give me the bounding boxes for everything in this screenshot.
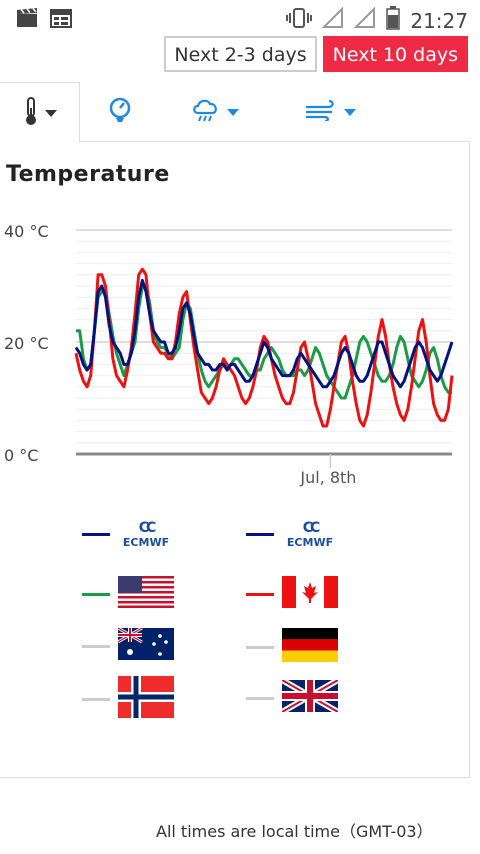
- temperature-chart: [74, 229, 454, 468]
- tab-temperature[interactable]: [0, 82, 80, 143]
- next-10-days-button[interactable]: Next 10 days: [322, 36, 468, 72]
- legend-uk[interactable]: [246, 677, 340, 717]
- uk-flag-icon: [280, 677, 340, 717]
- legend-line: [246, 646, 274, 649]
- chart-series: [74, 267, 454, 428]
- tab-wind[interactable]: [280, 82, 380, 142]
- battery-icon: [386, 6, 401, 35]
- gauge-icon: [108, 97, 132, 128]
- parameter-tabs: [0, 82, 470, 143]
- y-tick-label: 20 °C: [4, 334, 49, 353]
- wind-icon: [304, 99, 338, 126]
- legend-germany[interactable]: [246, 628, 338, 667]
- series-line-2: [74, 278, 454, 389]
- legend-line: [82, 593, 110, 596]
- ecmwf-logo-icon: CC ECMWF: [286, 520, 334, 549]
- forecast-panel: Temperature 40 °C 20 °C 0 °C Jul, 8th CC…: [0, 142, 470, 778]
- y-tick-label: 40 °C: [4, 222, 49, 241]
- legend-line: [82, 533, 110, 536]
- legend-norway[interactable]: [82, 676, 174, 723]
- status-bar: 21:27: [0, 0, 480, 36]
- legend-line: [246, 533, 274, 536]
- legend-line: [82, 698, 110, 701]
- vibrate-icon: [286, 7, 313, 34]
- next-2-3-days-button[interactable]: Next 2-3 days: [164, 36, 317, 72]
- usa-flag-icon: [118, 576, 174, 613]
- timezone-note: All times are local time（GMT-03）: [156, 822, 433, 841]
- legend-line: [246, 697, 274, 700]
- legend-usa[interactable]: [82, 576, 174, 613]
- ecmwf-logo-icon: CC ECMWF: [122, 520, 170, 549]
- legend-australia[interactable]: [82, 626, 174, 665]
- tab-pressure[interactable]: [80, 82, 160, 142]
- legend-canada[interactable]: [246, 576, 338, 613]
- tab-precipitation[interactable]: [170, 82, 260, 142]
- y-tick-label: 0 °C: [4, 446, 39, 465]
- canada-flag-icon: [282, 576, 338, 613]
- section-title: Temperature: [6, 162, 170, 187]
- rain-cloud-icon: [191, 97, 221, 128]
- x-tick-label: Jul, 8th: [300, 468, 357, 487]
- chevron-down-icon: [44, 109, 57, 117]
- legend-line: [82, 645, 110, 648]
- calendar-icon: [50, 8, 72, 33]
- range-selector: Next 2-3 days Next 10 days: [164, 36, 468, 72]
- wifi-icon: [353, 6, 376, 34]
- chevron-down-icon: [344, 108, 356, 116]
- chevron-down-icon: [227, 108, 239, 116]
- australia-flag-icon: [117, 626, 174, 665]
- clock: 21:27: [410, 8, 468, 33]
- norway-flag-icon: [118, 676, 174, 723]
- germany-flag-icon: [282, 628, 338, 667]
- legend-ecmwf-2[interactable]: CC ECMWF: [246, 520, 338, 549]
- legend-line: [246, 593, 274, 596]
- thermometer-icon: [23, 96, 39, 131]
- clapperboard-icon: [16, 8, 38, 33]
- signal-icon: [321, 6, 344, 34]
- legend-ecmwf-1[interactable]: CC ECMWF: [82, 520, 174, 549]
